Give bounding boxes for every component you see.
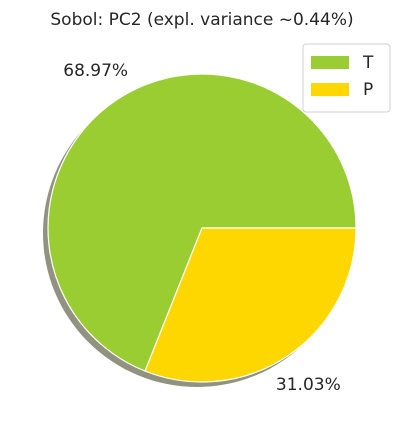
legend-swatch — [311, 56, 349, 69]
legend-box — [302, 43, 391, 113]
legend-label: T — [362, 53, 374, 73]
slice-label: 31.03% — [276, 375, 341, 395]
chart-title: Sobol: PC2 (expl. variance ~0.44%) — [50, 10, 353, 30]
pie-slice — [47, 73, 357, 372]
legend-label: P — [363, 80, 373, 100]
pie-slice — [144, 227, 357, 383]
legend-swatch — [311, 83, 349, 96]
slice-label: 68.97% — [63, 61, 128, 81]
